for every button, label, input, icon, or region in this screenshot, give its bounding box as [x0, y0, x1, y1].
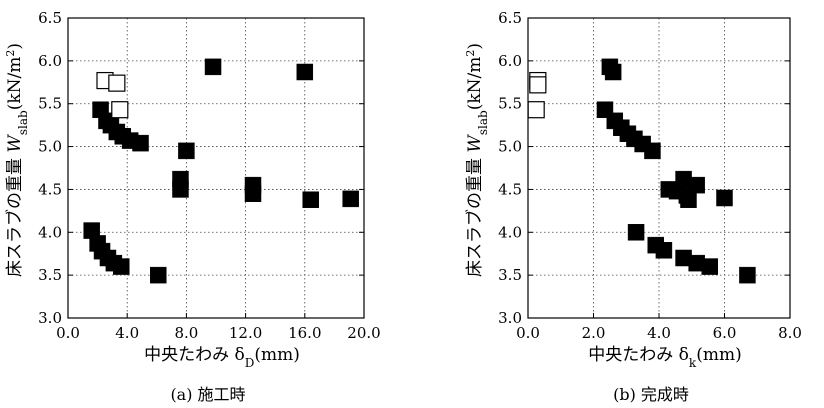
data-point-filled	[739, 266, 756, 284]
y-axis-label: 床スラブの重量 Wslab(kN/m2)	[464, 43, 491, 277]
y-tick-label: 5.0	[498, 138, 522, 156]
data-point-filled	[701, 258, 719, 275]
plot-frame	[67, 17, 365, 319]
data-point-open	[529, 76, 547, 94]
y-tick-label: 6.0	[498, 52, 522, 70]
x-tick-label: 4.0	[647, 324, 671, 342]
data-point-filled	[178, 142, 195, 160]
x-tick-label: 4.0	[115, 324, 139, 342]
y-tick-label: 3.0	[498, 309, 522, 327]
x-tick-label: 0.0	[516, 324, 540, 342]
y-tick-label: 3.5	[498, 266, 522, 284]
data-point-filled	[680, 191, 697, 208]
y-tick-label: 5.0	[38, 138, 62, 156]
y-tick-label: 4.0	[498, 223, 522, 241]
x-tick-label: 8.0	[778, 324, 802, 342]
data-point-open	[108, 74, 126, 92]
chart-panel-b: 0.0 2.0 4.0 6.0 8.0 3.0 3.5 4.0 4.5 5.0 5.5 6.0 6.5 中…	[464, 9, 802, 404]
x-tick-label: 20.0	[347, 324, 380, 342]
data-point-filled	[132, 134, 149, 152]
y-tick-label: 6.5	[38, 9, 62, 27]
y-tick-label: 3.5	[38, 266, 62, 284]
data-point-filled	[244, 185, 262, 202]
x-axis-label: 中央たわみ δk(mm)	[588, 345, 741, 370]
x-tick-label: 0.0	[56, 324, 80, 342]
y-axis-label: 床スラブの重量 Wslab(kN/m2)	[4, 43, 31, 277]
y-tick-label: 6.0	[38, 52, 62, 70]
data-point-filled	[296, 63, 314, 81]
data-point-filled	[172, 181, 189, 198]
y-tick-label: 4.0	[38, 223, 62, 241]
data-point-filled	[627, 224, 645, 241]
chart-panel-a: 0.0 4.0 8.0 12.0 16.0 20.0 3.0 3.5 4.0 4.5 5.0 5.5 6…	[4, 9, 381, 404]
data-point-filled	[204, 58, 222, 76]
x-axis-label: 中央たわみ δD(mm)	[144, 345, 300, 370]
x-tick-label: 16.0	[288, 324, 321, 342]
data-point-open	[527, 101, 545, 119]
panel-caption: (b) 完成時	[613, 385, 689, 404]
data-point-filled	[150, 266, 167, 284]
y-tick-label: 4.5	[498, 180, 522, 198]
x-tick-label: 6.0	[713, 324, 737, 342]
x-tick-label: 2.0	[582, 324, 606, 342]
data-point-open	[111, 101, 129, 119]
y-tick-label: 5.5	[498, 95, 522, 113]
y-tick-label: 5.5	[38, 95, 62, 113]
y-tick-label: 4.5	[38, 180, 62, 198]
data-point-filled	[113, 258, 130, 275]
y-tick-label: 3.0	[38, 309, 62, 327]
data-point-filled	[604, 63, 622, 81]
data-point-filled	[302, 191, 319, 208]
data-point-filled	[688, 176, 705, 194]
data-point-filled	[644, 142, 661, 160]
data-point-filled	[342, 190, 359, 208]
data-point-filled	[655, 242, 673, 259]
data-point-filled	[716, 189, 733, 207]
panel-caption: (a) 施工時	[170, 385, 245, 404]
x-tick-label: 8.0	[174, 324, 198, 342]
x-tick-label: 12.0	[229, 324, 262, 342]
y-tick-label: 6.5	[498, 9, 522, 27]
